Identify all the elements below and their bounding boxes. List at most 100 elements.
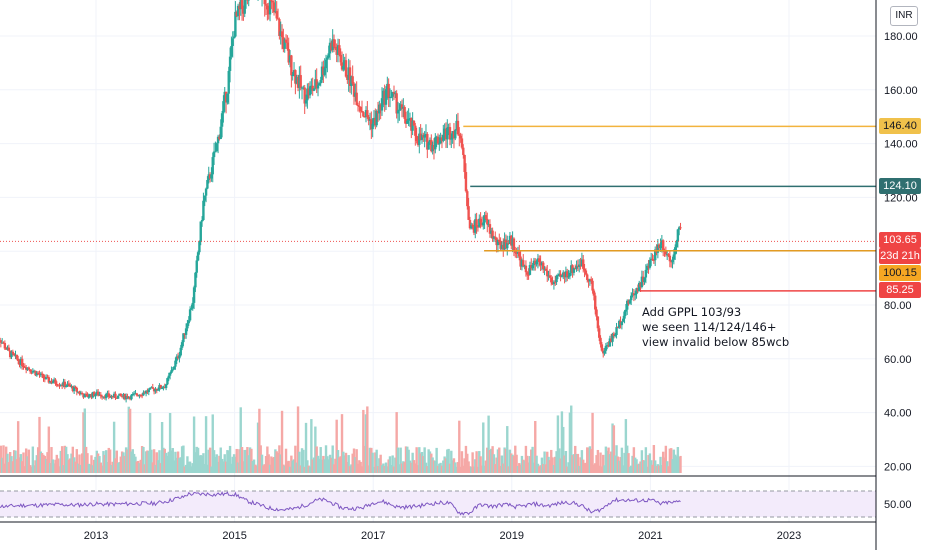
volume-bar — [148, 412, 152, 473]
candle-body — [588, 279, 592, 282]
volume-bar — [367, 465, 370, 473]
volume-bar — [107, 447, 110, 473]
volume-bar — [444, 458, 448, 473]
volume-bar — [254, 464, 257, 473]
volume-bar — [279, 454, 282, 473]
volume-bar — [604, 446, 608, 473]
volume-bar — [227, 450, 230, 473]
volume-bar — [346, 461, 349, 473]
volume-bar — [618, 460, 621, 473]
volume-bar — [443, 456, 446, 473]
volume-bar — [158, 450, 161, 473]
candle-body — [447, 127, 450, 129]
volume-bar — [224, 461, 228, 473]
candle-body — [403, 107, 406, 119]
candle-body — [368, 119, 372, 121]
candle-body — [400, 104, 404, 109]
candle-body — [667, 254, 670, 256]
volume-bar — [18, 457, 21, 473]
volume-bar — [490, 448, 493, 473]
candle-body — [90, 394, 93, 398]
volume-bar — [540, 457, 544, 473]
candle-body — [547, 275, 550, 277]
candle-body — [408, 117, 412, 119]
volume-bar — [520, 455, 524, 473]
candle-body — [104, 394, 108, 399]
volume-bar — [255, 465, 258, 473]
volume-bar — [403, 462, 406, 473]
candle-body — [20, 358, 24, 366]
volume-bar — [542, 463, 545, 473]
volume-bar — [386, 466, 389, 473]
candle-body — [307, 88, 310, 96]
candle-body — [39, 373, 43, 376]
candle-body — [180, 342, 184, 348]
candle-body — [458, 134, 461, 136]
candle-body — [587, 279, 590, 282]
candle-body — [503, 239, 506, 250]
candle-body — [584, 270, 588, 275]
volume-bar — [332, 464, 336, 473]
volume-bar — [554, 456, 557, 473]
volume-bar — [128, 408, 132, 473]
volume-bar — [476, 466, 480, 473]
candle-body — [494, 236, 497, 238]
candle-body — [78, 391, 81, 394]
currency-label[interactable]: INR — [890, 6, 918, 26]
candle-body — [454, 130, 457, 139]
volume-bar — [463, 458, 466, 473]
volume-bar — [442, 460, 445, 473]
volume-bar — [168, 412, 172, 473]
volume-bar — [676, 446, 680, 473]
volume-bar — [7, 462, 11, 473]
candle-body — [86, 394, 89, 398]
candle-body — [231, 38, 234, 46]
candle-body — [110, 395, 113, 398]
candle-body — [406, 120, 409, 124]
candle-body — [319, 80, 322, 84]
candle-body — [230, 45, 233, 57]
candle-body — [194, 272, 197, 288]
volume-bar — [312, 457, 316, 473]
candle-body — [340, 62, 344, 70]
candle-body — [407, 118, 410, 121]
volume-bar — [356, 463, 360, 473]
candle-body — [596, 316, 600, 329]
candle-body — [156, 389, 160, 391]
candle-body — [572, 267, 576, 273]
candle-body — [376, 111, 380, 114]
volume-bar — [299, 465, 302, 473]
candle-body — [470, 224, 473, 229]
volume-bar — [530, 449, 533, 473]
volume-bar — [70, 453, 73, 473]
volume-bar — [665, 461, 669, 473]
candle-body — [238, 5, 241, 10]
candle-body — [302, 87, 305, 89]
candle-body — [14, 354, 17, 356]
horizontal-levels[interactable] — [0, 125, 876, 292]
volume-bar — [408, 460, 412, 473]
volume-bar — [200, 455, 204, 473]
volume-bar — [355, 449, 358, 473]
volume-bar — [195, 446, 198, 473]
candle-body — [599, 337, 602, 345]
volume-bar — [63, 445, 67, 473]
volume-bar — [178, 458, 181, 473]
volume-bar — [166, 455, 169, 473]
candle-body — [22, 365, 25, 367]
volume-bar — [342, 451, 345, 473]
volume-bar — [407, 449, 410, 473]
volume-bar — [660, 465, 664, 473]
volume-bar — [336, 450, 340, 473]
candle-body — [665, 254, 669, 256]
candle-body — [379, 104, 382, 111]
volume-bar — [478, 451, 481, 473]
volume-bar — [263, 464, 266, 473]
volume-bar — [516, 465, 520, 473]
candle-body — [339, 54, 342, 63]
candle-body — [311, 85, 314, 91]
candle-body — [270, 0, 273, 2]
candle-body — [535, 261, 538, 265]
volume-bar — [587, 447, 590, 473]
